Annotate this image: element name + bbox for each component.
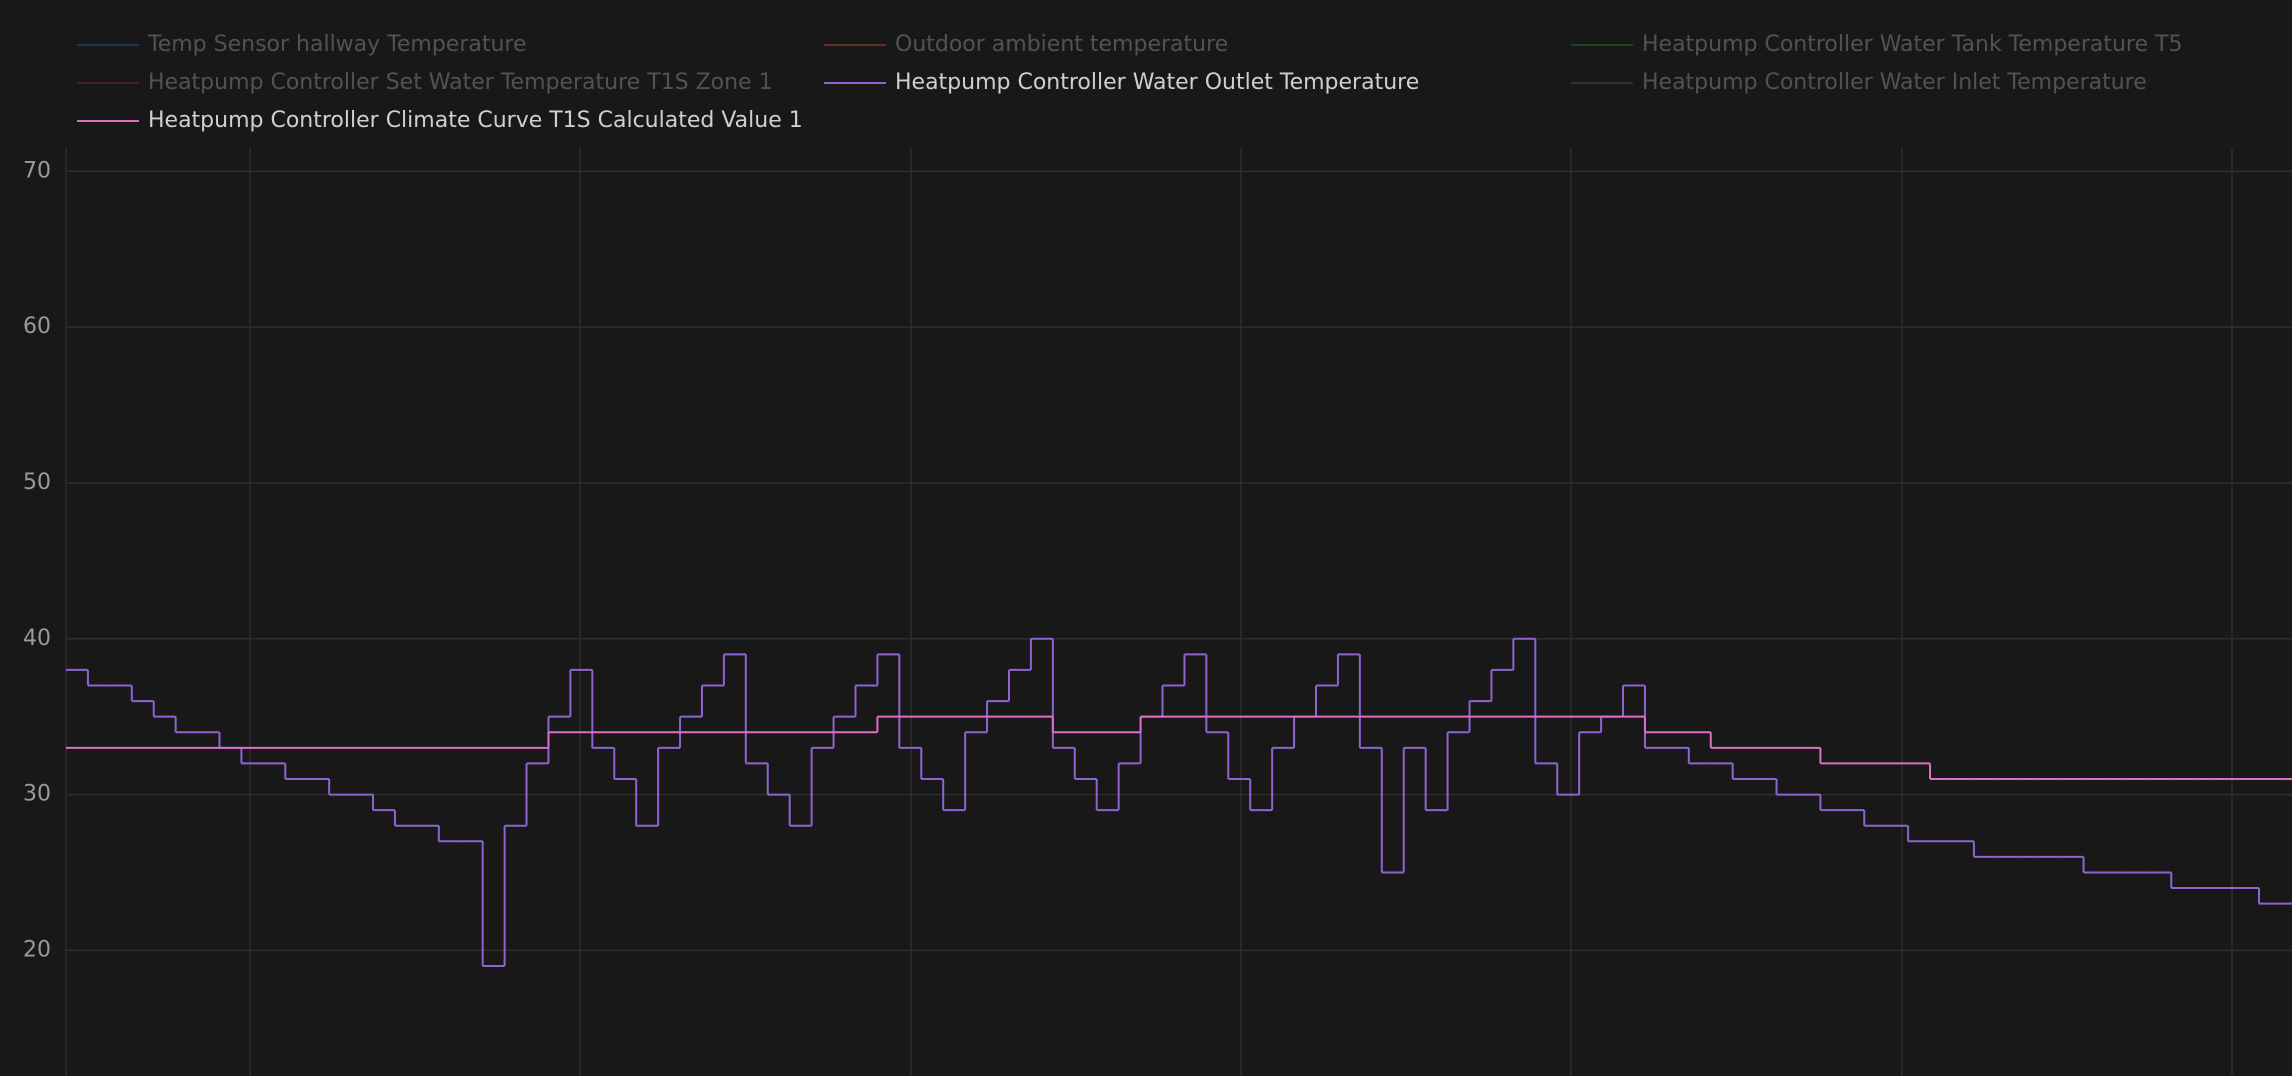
x-grid	[65, 148, 2233, 1076]
legend-item[interactable]: Temp Sensor hallway Temperature	[77, 32, 527, 57]
legend-label: Heatpump Controller Climate Curve T1S Ca…	[148, 108, 803, 133]
legend-item[interactable]: Heatpump Controller Climate Curve T1S Ca…	[77, 108, 803, 133]
y-tick-label: 60	[23, 314, 51, 339]
legend-item[interactable]: Heatpump Controller Water Tank Temperatu…	[1571, 32, 2182, 57]
y-tick-label: 20	[23, 937, 51, 962]
legend-label: Heatpump Controller Water Inlet Temperat…	[1642, 70, 2147, 95]
legend-label: Heatpump Controller Water Tank Temperatu…	[1642, 32, 2182, 57]
legend-item[interactable]: Outdoor ambient temperature	[824, 32, 1228, 57]
legend-label: Outdoor ambient temperature	[895, 32, 1228, 57]
series	[66, 715, 2292, 780]
legend-label: Heatpump Controller Set Water Temperatur…	[148, 70, 773, 95]
y-tick-label: 30	[23, 782, 51, 807]
y-tick-label: 40	[23, 626, 51, 651]
y-tick-label: 50	[23, 470, 51, 495]
legend-label: Heatpump Controller Water Outlet Tempera…	[895, 70, 1419, 95]
y-tick-label: 70	[23, 158, 51, 183]
legend-item[interactable]: Heatpump Controller Set Water Temperatur…	[77, 70, 773, 95]
legend-item[interactable]: Heatpump Controller Water Inlet Temperat…	[1571, 70, 2147, 95]
legend-label: Temp Sensor hallway Temperature	[147, 32, 527, 57]
legend-item[interactable]: Heatpump Controller Water Outlet Tempera…	[824, 70, 1419, 95]
series	[66, 637, 2292, 967]
